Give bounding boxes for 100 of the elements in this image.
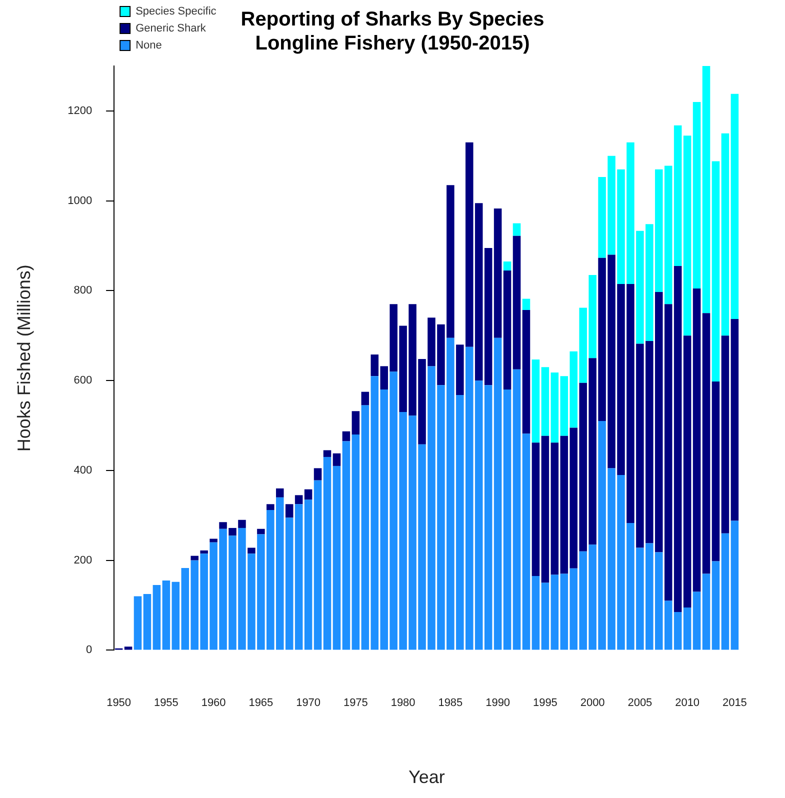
bar [541, 582, 550, 650]
bar [532, 576, 540, 650]
bar [522, 298, 530, 310]
bar [162, 580, 170, 650]
bar [503, 390, 512, 650]
bar [304, 500, 312, 650]
bar [550, 442, 559, 575]
bar [730, 94, 739, 320]
chart-title: Reporting of Sharks By Species Longline Fishery (1950-2015) [240, 8, 544, 55]
x-tick-label: 1965 [248, 696, 274, 709]
x-axis-title: Year [408, 767, 445, 788]
bar [332, 453, 341, 466]
bar [314, 468, 322, 480]
bar [712, 161, 720, 382]
bar [323, 456, 332, 650]
bar [522, 310, 530, 434]
bar [730, 319, 739, 521]
bar [342, 431, 350, 442]
bar [721, 133, 730, 336]
x-tick-label: 2000 [580, 696, 605, 709]
bar [124, 646, 132, 650]
x-tick-label: 1985 [438, 696, 463, 709]
legend-label: None [136, 40, 162, 52]
y-tick-label: 400 [74, 464, 92, 476]
x-tick-label: 1950 [106, 696, 132, 709]
bar [314, 480, 322, 650]
bar [484, 385, 492, 650]
bar [332, 466, 341, 650]
bar [494, 338, 502, 650]
bar [266, 504, 274, 510]
bar [484, 248, 492, 386]
bar [712, 561, 720, 650]
y-tick-label: 600 [74, 374, 92, 387]
y-axis-title: Hooks Fished (Millions) [14, 264, 34, 452]
bar [550, 372, 559, 443]
bar [512, 236, 521, 370]
bar [702, 66, 710, 314]
x-tick-label: 1990 [486, 696, 510, 709]
bar [152, 585, 161, 650]
bar [257, 528, 265, 534]
bar [541, 367, 550, 436]
y-tick-label: 1200 [68, 104, 92, 117]
bar [238, 520, 246, 528]
bar [494, 208, 502, 338]
bar [683, 608, 692, 650]
bar [550, 574, 559, 650]
bar [692, 102, 701, 288]
bar [352, 434, 360, 650]
x-tick-label: 2005 [628, 696, 652, 709]
bar [361, 392, 370, 406]
bar [683, 136, 692, 336]
bar [674, 125, 682, 266]
bar [692, 288, 701, 592]
bar [532, 359, 540, 443]
bar [541, 436, 550, 583]
bar [248, 548, 256, 554]
y-tick-label: 800 [74, 284, 92, 297]
bar [503, 261, 512, 270]
bar [190, 556, 198, 560]
bar [721, 336, 730, 534]
y-tick-label: 1000 [68, 194, 92, 207]
legend-label: Generic Shark [136, 22, 206, 35]
legend-label: Species Specific [136, 6, 217, 18]
bar [210, 538, 218, 542]
x-tick-label: 1995 [532, 696, 558, 709]
bar [674, 612, 682, 650]
bar [294, 504, 303, 650]
bar [692, 592, 701, 650]
bar [683, 336, 692, 608]
bar [134, 596, 142, 650]
x-tick-label: 1960 [201, 696, 226, 709]
x-tick-label: 1980 [390, 696, 416, 709]
x-tick-label: 1975 [343, 696, 368, 709]
bar [730, 520, 739, 650]
y-tick-label: 0 [86, 644, 92, 656]
bar [200, 550, 208, 554]
x-tick-label: 1955 [154, 696, 178, 709]
x-tick-label: 2015 [722, 696, 747, 709]
bar [503, 270, 512, 390]
bar [342, 441, 350, 650]
bar [702, 313, 710, 574]
bar [702, 574, 710, 650]
bar [143, 594, 152, 650]
bar [285, 504, 294, 518]
bar [361, 405, 370, 650]
bar [712, 381, 720, 562]
y-tick-label: 200 [74, 554, 92, 566]
bar [276, 488, 284, 498]
bar [304, 489, 312, 500]
bar [512, 369, 521, 650]
bar [522, 434, 530, 650]
bar [294, 495, 303, 504]
bar [352, 411, 360, 434]
bar [323, 450, 332, 457]
bar [532, 442, 540, 576]
x-tick-label: 2010 [675, 696, 700, 709]
bar [674, 266, 682, 612]
bar [512, 223, 521, 236]
x-tick-label: 1970 [296, 696, 321, 709]
bar [721, 533, 730, 650]
